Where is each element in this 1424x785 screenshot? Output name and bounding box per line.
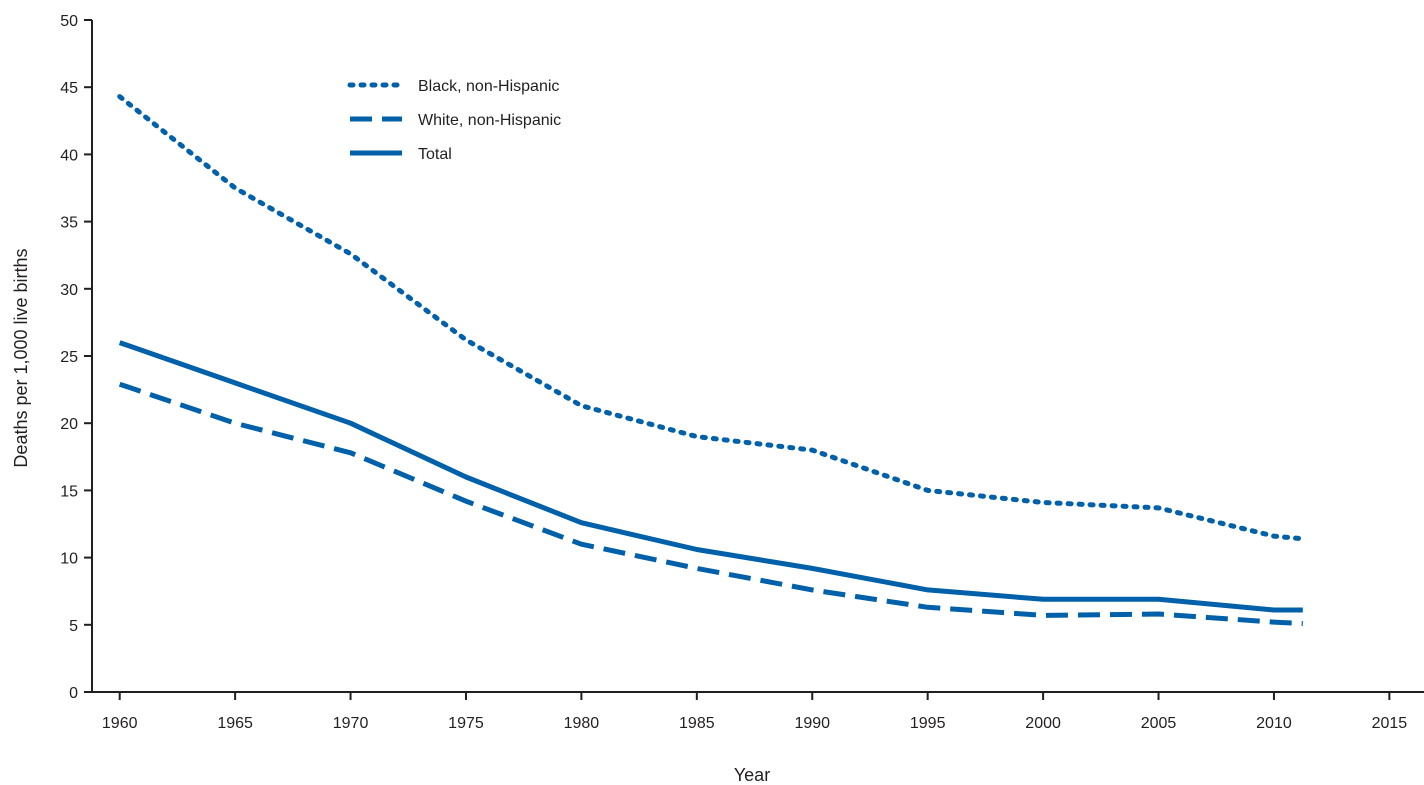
x-tick-label: 1980	[564, 715, 600, 732]
y-tick-label: 30	[60, 282, 78, 299]
y-tick-label: 45	[60, 80, 78, 97]
series-line-white-non-hispanic	[118, 381, 1303, 626]
y-axis-title: Deaths per 1,000 live births	[11, 248, 31, 467]
y-tick-label: 10	[60, 551, 78, 568]
series-layer	[117, 94, 1306, 626]
x-tick-label: 2000	[1025, 715, 1061, 732]
x-axis: 1960 1965 1970 1975 1980 1985 1990 1995 2000 2005…	[92, 691, 1424, 732]
legend: Black, non-Hispanic White, non-Hispanic To…	[347, 78, 561, 163]
y-tick-label: 20	[60, 416, 78, 433]
x-tick-label: 1975	[448, 715, 484, 732]
y-tick-label: 15	[60, 483, 78, 500]
x-tick-label: 1965	[217, 715, 253, 732]
y-tick-label: 35	[60, 215, 78, 232]
x-tick-label: 1995	[910, 715, 946, 732]
x-tick-label: 1990	[794, 715, 830, 732]
x-tick-label: 2010	[1256, 715, 1292, 732]
y-tick-label: 0	[69, 685, 78, 702]
x-tick-label: 2005	[1141, 715, 1177, 732]
x-axis-title: Year	[734, 765, 770, 785]
x-tick-label: 1970	[333, 715, 369, 732]
x-tick-label: 1960	[102, 715, 138, 732]
x-tick-label: 1985	[679, 715, 715, 732]
legend-label-black-non-hispanic: Black, non-Hispanic	[418, 78, 559, 95]
y-tick-label: 50	[60, 13, 78, 30]
series-line-total	[118, 340, 1303, 613]
series-line-black-non-hispanic	[117, 94, 1306, 542]
y-tick-label: 25	[60, 349, 78, 366]
x-tick-label: 2015	[1372, 715, 1408, 732]
y-tick-label: 40	[60, 147, 78, 164]
y-tick-label: 5	[69, 618, 78, 635]
y-axis: 0 5 10 15 20 25 30 35 40 45 50	[60, 13, 93, 702]
legend-label-total: Total	[418, 146, 452, 163]
legend-label-white-non-hispanic: White, non-Hispanic	[418, 112, 561, 129]
